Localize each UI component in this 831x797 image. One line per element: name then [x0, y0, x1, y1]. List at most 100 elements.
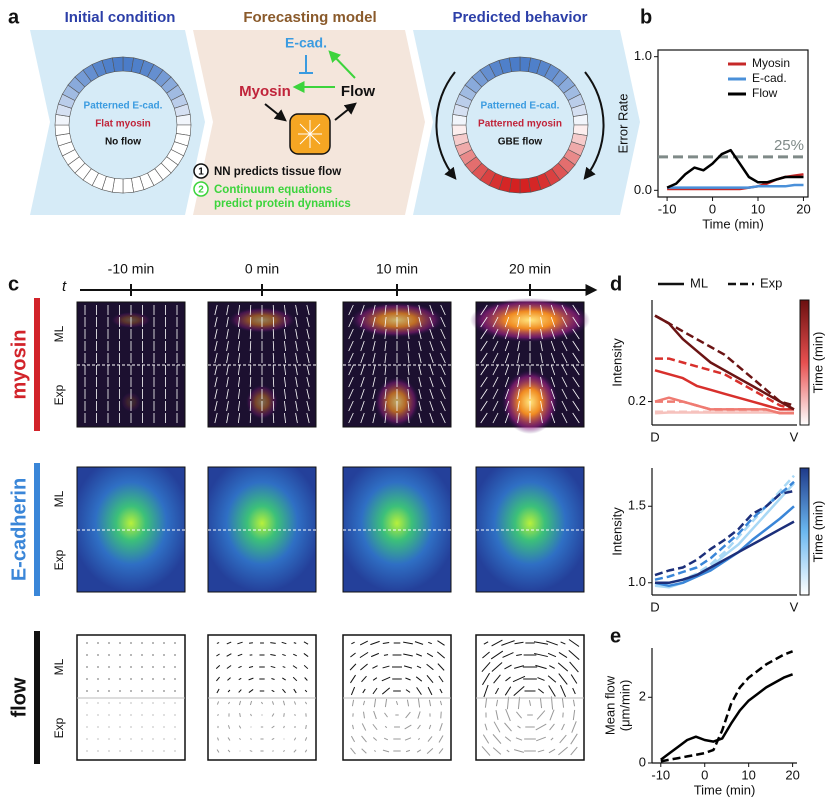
stage-title: Forecasting model	[243, 9, 376, 26]
orientation-bar	[440, 328, 446, 340]
green-link	[328, 50, 356, 79]
orientation-bar	[429, 328, 434, 340]
nn-icon-graph	[298, 120, 322, 148]
orientation-bar	[440, 388, 446, 400]
flow-arrow	[372, 723, 378, 731]
flow-arrow	[514, 665, 524, 669]
orientation-bar	[492, 316, 499, 328]
orientation-bar	[249, 400, 252, 412]
orientation-bar	[295, 340, 298, 352]
orientation-bar	[384, 400, 387, 412]
orientation-bar	[480, 304, 488, 316]
flow-arrow	[482, 734, 490, 744]
orientation-bar	[238, 352, 240, 364]
ring-segment	[112, 56, 124, 73]
time-axis-label: t	[62, 278, 67, 295]
flow-arrow	[304, 689, 308, 693]
orientation-bar	[572, 412, 580, 424]
reference-label: 25%	[774, 137, 804, 154]
orientation-bar	[284, 340, 286, 352]
orientation-bar	[238, 304, 240, 316]
orientation-bar	[384, 304, 387, 316]
flow-arrow	[437, 663, 445, 671]
series-line	[654, 505, 795, 588]
orientation-bar	[360, 304, 365, 316]
flow-arrow	[271, 678, 275, 680]
orientation-bar	[561, 340, 568, 352]
orientation-bar	[517, 412, 520, 424]
legend-label: E-cad.	[752, 71, 787, 85]
orientation-bar	[517, 364, 520, 376]
orientation-bar	[550, 388, 556, 400]
flow-arrow	[270, 653, 276, 657]
flow-arrow	[271, 725, 275, 729]
x-tick-label: 0	[701, 767, 708, 782]
flow-arrow	[372, 677, 378, 681]
flow-arrow	[384, 698, 388, 708]
orientation-bar	[372, 340, 376, 352]
flow-arrow	[517, 725, 521, 729]
flow-arrow	[226, 653, 232, 657]
series-line	[654, 480, 795, 581]
orientation-bar	[517, 316, 520, 328]
y-axis-label: Error Rate	[615, 94, 630, 154]
flow-arrow	[260, 701, 264, 705]
orientation-bar	[348, 340, 354, 352]
orientation-bar	[249, 340, 252, 352]
flow-arrow	[506, 696, 510, 710]
flow-arrow	[362, 700, 366, 706]
orientation-bar	[238, 328, 240, 340]
orientation-bar	[561, 412, 568, 424]
orientation-bar	[272, 316, 275, 328]
flow-arrow	[572, 709, 576, 721]
flow-arrow	[250, 713, 252, 717]
flow-arrow	[384, 725, 388, 729]
flow-arrow	[549, 665, 555, 669]
orientation-bar	[492, 328, 499, 340]
flow-arrow	[370, 640, 380, 646]
x-axis-label: Time (min)	[702, 216, 764, 231]
time-label: -10 min	[108, 261, 155, 277]
flow-arrow	[504, 664, 512, 670]
ring-text: Patterned E-cad.	[84, 101, 163, 112]
orientation-bar	[295, 376, 298, 388]
orientation-bar	[284, 364, 286, 376]
flow-arrow	[405, 677, 411, 681]
orientation-bar	[407, 364, 410, 376]
flow-arrow	[403, 641, 413, 645]
flow-arrow	[435, 71, 457, 180]
flow-arrow	[282, 700, 286, 706]
node-myosin: Myosin	[239, 83, 291, 100]
orientation-bar	[295, 388, 298, 400]
flow-arrow	[561, 698, 565, 708]
orientation-bar	[360, 376, 365, 388]
series-line	[654, 489, 795, 577]
orientation-bar	[504, 328, 510, 340]
colorbar	[799, 467, 810, 596]
flow-arrow	[405, 689, 411, 693]
flow-arrow	[349, 663, 357, 671]
ring-text: No flow	[105, 137, 141, 148]
flow-arrow	[416, 749, 422, 753]
flow-arrow	[361, 748, 367, 754]
flow-arrow	[217, 737, 219, 741]
flow-arrow	[516, 653, 522, 657]
flow-arrow	[570, 746, 578, 756]
ring-segment	[519, 177, 531, 194]
flow-arrow	[528, 700, 532, 706]
flow-arrow	[437, 640, 445, 646]
orientation-bar	[504, 340, 510, 352]
flow-arrow	[361, 723, 367, 731]
flow-arrow	[294, 714, 296, 716]
flow-arrow	[484, 698, 488, 708]
x-tick-label: V	[790, 599, 799, 614]
flow-arrow	[293, 642, 297, 644]
flow-arrow	[227, 677, 231, 681]
orientation-bar	[226, 316, 229, 328]
orientation-bar	[249, 388, 252, 400]
flow-arrow	[237, 653, 243, 657]
ring-segment	[451, 124, 468, 136]
orientation-bar	[284, 388, 286, 400]
y-axis-label: (μm/min)	[617, 680, 632, 732]
y-axis-label: Intensity	[609, 338, 624, 387]
